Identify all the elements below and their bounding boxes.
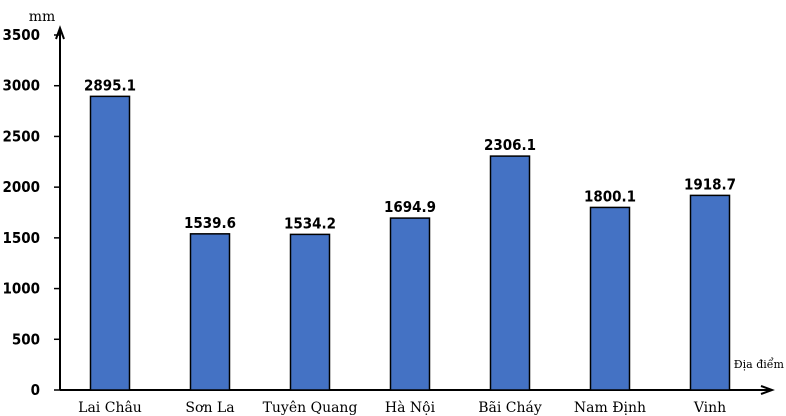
bar-value-label: 1918.7 — [684, 175, 736, 193]
category-label: Hà Nội — [385, 399, 436, 416]
bars-group — [89, 95, 731, 391]
bar-value-label: 1539.6 — [184, 214, 236, 232]
bar-6 — [589, 206, 631, 391]
y-tick-label: 3500 — [2, 26, 40, 44]
bar-3 — [289, 233, 331, 391]
y-axis-unit-label: mm — [29, 9, 56, 25]
bar-5 — [489, 155, 531, 391]
bar-value-label: 1694.9 — [384, 198, 436, 216]
bar-2 — [189, 233, 231, 391]
labels-group: 2895.1 Lai Châu 1539.6 Sơn La 1534.2 Tuyên Qu… — [78, 76, 736, 416]
bar-1 — [89, 95, 131, 391]
category-label: Bãi Cháy — [478, 400, 542, 416]
bar-value-label: 1534.2 — [284, 214, 336, 232]
x-axis-unit-label: Địa điểm — [734, 357, 785, 371]
category-label: Sơn La — [185, 400, 234, 416]
y-tick-label: 500 — [12, 330, 40, 348]
bar-value-label: 2306.1 — [484, 136, 536, 154]
y-tick-label: 1500 — [2, 229, 40, 247]
category-label: Lai Châu — [78, 400, 142, 416]
category-label: Vinh — [693, 400, 726, 416]
category-label: Tuyên Quang — [263, 400, 358, 416]
bar-4 — [389, 217, 431, 391]
y-tick-label: 3000 — [2, 77, 40, 95]
y-tick-label: 2500 — [2, 127, 40, 145]
y-tick-label: 2000 — [2, 178, 40, 196]
y-tick-label: 1000 — [2, 280, 40, 298]
y-tick-label: 0 — [31, 381, 40, 399]
bar-value-label: 1800.1 — [584, 187, 636, 205]
bar-value-label: 2895.1 — [84, 76, 136, 94]
x-axis-arrow — [760, 385, 775, 395]
bar-7 — [689, 194, 731, 391]
category-label: Nam Định — [574, 400, 646, 416]
